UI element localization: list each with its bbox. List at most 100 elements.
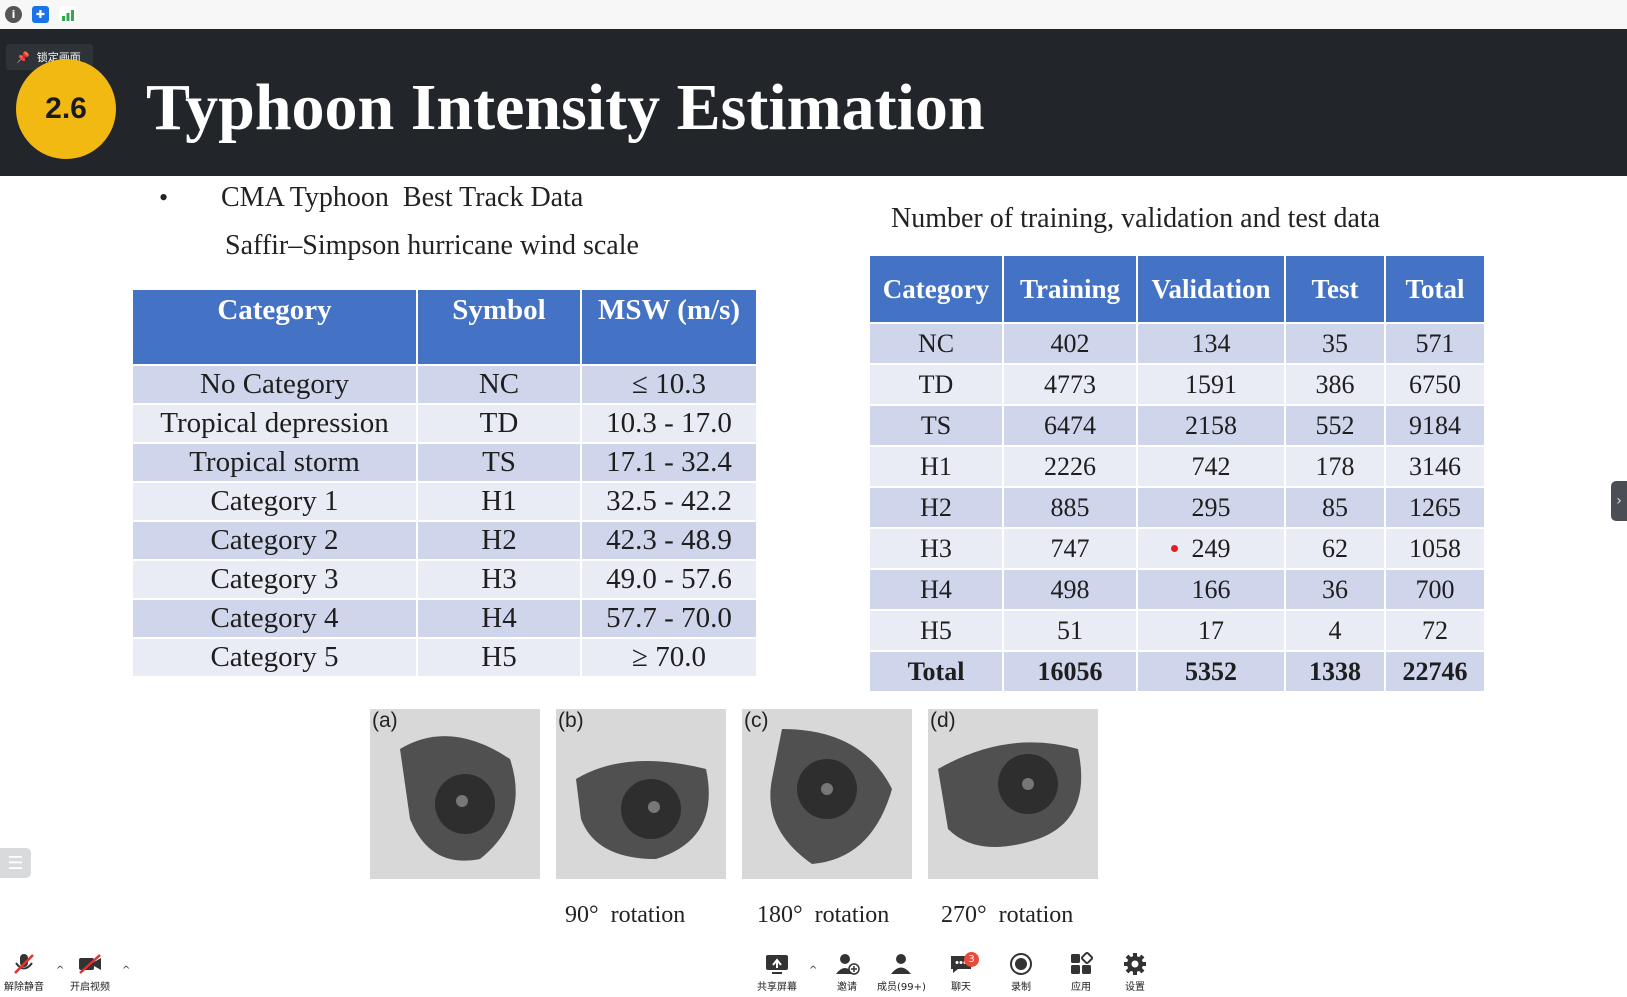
camera-off-icon [79, 954, 101, 974]
table-cell: 571 [1384, 322, 1486, 365]
table-cell: 1265 [1384, 486, 1486, 529]
table-cell: H5 [416, 637, 582, 678]
signal-bars-icon[interactable] [59, 6, 76, 23]
table-cell: 4773 [1002, 363, 1138, 406]
share-screen-button[interactable]: 共享屏幕 [757, 952, 797, 993]
table-cell: 2226 [1002, 445, 1138, 488]
table-cell: H1 [868, 445, 1004, 488]
table-cell: H1 [416, 481, 582, 522]
table-cell: Category 5 [131, 637, 418, 678]
table-cell: Tropical storm [131, 442, 418, 483]
settings-label: 设置 [1125, 982, 1145, 993]
table-row: H4 498 166 36 700 [868, 568, 1486, 611]
table-cell: TD [868, 363, 1004, 406]
share-screen-label: 共享屏幕 [757, 982, 797, 993]
caption-c: 180° rotation [757, 902, 890, 928]
table-cell: 17.1 - 32.4 [580, 442, 758, 483]
table-row: H3 747 249 62 1058 [868, 527, 1486, 570]
table-cell: 742 [1136, 445, 1286, 488]
table-row: H1 2226 742 178 3146 [868, 445, 1486, 488]
chat-unread-badge: 3 [964, 952, 979, 967]
table-header-cell: MSW (m/s) [580, 288, 758, 366]
table-cell: 10.3 - 17.0 [580, 403, 758, 444]
table-header-cell: Total [1384, 254, 1486, 324]
table-cell: 885 [1002, 486, 1138, 529]
table-cell: TS [416, 442, 582, 483]
info-icon[interactable]: i [5, 6, 22, 23]
table-cell: H5 [868, 609, 1004, 652]
image-label: (d) [930, 709, 956, 732]
satellite-image-b: (b) [556, 709, 726, 879]
image-label: (c) [744, 709, 769, 732]
section-badge: 2.6 [16, 59, 116, 159]
unmute-button[interactable]: 解除静音 [4, 952, 44, 993]
table-row: Category 1 H1 32.5 - 42.2 [131, 481, 758, 522]
settings-button[interactable]: 设置 [1122, 952, 1148, 993]
members-button[interactable]: 成员(99+) [877, 952, 926, 993]
table-cell: Category 4 [131, 598, 418, 639]
table-cell: 9184 [1384, 404, 1486, 447]
members-icon [891, 954, 912, 974]
table-cell: Total [868, 650, 1004, 693]
table-cell: 49.0 - 57.6 [580, 559, 758, 600]
table-cell: H3 [868, 527, 1004, 570]
table-row: H2 885 295 85 1265 [868, 486, 1486, 529]
list-menu-button[interactable]: ☰ [0, 848, 31, 878]
caret-up-icon[interactable]: ^ [56, 965, 65, 976]
table-cell: 1591 [1136, 363, 1286, 406]
caret-up-icon[interactable]: ^ [809, 965, 818, 976]
table-header-cell: Symbol [416, 288, 582, 366]
table-cell: Category 3 [131, 559, 418, 600]
invite-user-icon [836, 954, 860, 975]
table-cell: 32.5 - 42.2 [580, 481, 758, 522]
table-cell: 72 [1384, 609, 1486, 652]
invite-button[interactable]: 邀请 [834, 952, 860, 993]
table-row: Tropical depression TD 10.3 - 17.0 [131, 403, 758, 444]
apps-button[interactable]: 应用 [1068, 952, 1094, 993]
table-cell: 16056 [1002, 650, 1138, 693]
bullet-line-2: Saffir–Simpson hurricane wind scale [225, 230, 639, 261]
shield-icon[interactable]: ✚ [32, 6, 49, 23]
expand-panel-button[interactable]: › [1611, 481, 1627, 521]
table-cell: NC [868, 322, 1004, 365]
table-cell: 134 [1136, 322, 1286, 365]
record-button[interactable]: 录制 [1008, 952, 1034, 993]
caret-up-icon[interactable]: ^ [122, 965, 131, 976]
table-cell: 6474 [1002, 404, 1138, 447]
table-cell: 4 [1284, 609, 1386, 652]
slide-title: Typhoon Intensity Estimation [146, 71, 985, 144]
table-cell: 700 [1384, 568, 1486, 611]
table-row: Category 5 H5 ≥ 70.0 [131, 637, 758, 678]
table-cell: 62 [1284, 527, 1386, 570]
table-row: H5 51 17 4 72 [868, 609, 1486, 652]
table-cell: 1338 [1284, 650, 1386, 693]
data-table-title: Number of training, validation and test … [891, 203, 1381, 234]
table-cell: H2 [868, 486, 1004, 529]
laser-pointer-dot [1171, 545, 1178, 552]
pin-icon: 📌 [16, 50, 30, 64]
share-screen-icon [766, 955, 788, 974]
unmute-label: 解除静音 [4, 982, 44, 993]
table-header-cell: Validation [1136, 254, 1286, 324]
table-row: TS 6474 2158 552 9184 [868, 404, 1486, 447]
table-cell: 85 [1284, 486, 1386, 529]
table-cell: 166 [1136, 568, 1286, 611]
table-cell: H2 [416, 520, 582, 561]
table-header-cell: Test [1284, 254, 1386, 324]
table-cell: 35 [1284, 322, 1386, 365]
caption-d: 270° rotation [941, 902, 1074, 928]
table-cell: No Category [131, 364, 418, 405]
table-cell: 57.7 - 70.0 [580, 598, 758, 639]
chat-label: 聊天 [951, 982, 971, 993]
table-cell: 178 [1284, 445, 1386, 488]
start-video-button[interactable]: 开启视频 [70, 952, 110, 993]
record-label: 录制 [1011, 982, 1031, 993]
table-row: TD 4773 1591 386 6750 [868, 363, 1486, 406]
top-strip: i ✚ [0, 0, 1627, 30]
table-cell: Category 1 [131, 481, 418, 522]
table-cell: Category 2 [131, 520, 418, 561]
slide-header [0, 29, 1627, 176]
table-cell: 17 [1136, 609, 1286, 652]
table-cell: ≤ 10.3 [580, 364, 758, 405]
start-video-label: 开启视频 [70, 982, 110, 993]
